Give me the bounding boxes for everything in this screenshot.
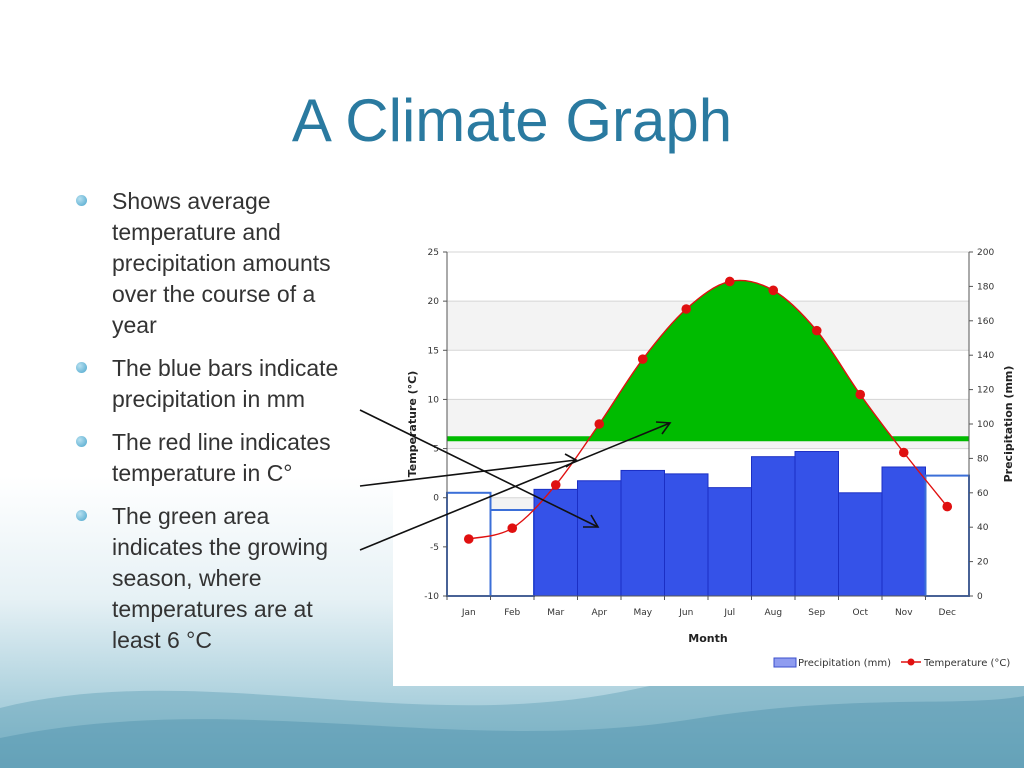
temperature-point: [898, 447, 909, 458]
legend-temperature-label: Temperature (°C): [923, 658, 1010, 669]
precipitation-bar: [577, 480, 622, 597]
temperature-point: [463, 534, 474, 544]
left-tick-label: -5: [430, 543, 439, 553]
bullet-text: Shows average temperature and precipitat…: [112, 188, 331, 338]
right-tick-label: 20: [977, 558, 989, 568]
left-tick-label: 15: [428, 346, 439, 356]
temperature-point: [594, 419, 605, 429]
x-tick-label: Jan: [461, 608, 476, 618]
legend-precipitation-label: Precipitation (mm): [798, 658, 891, 669]
temperature-point: [681, 304, 692, 314]
x-tick-label: Dec: [939, 608, 956, 618]
bullet-list: Shows average temperature and precipitat…: [76, 186, 366, 668]
slide-title: A Climate Graph: [291, 87, 733, 154]
legend-precipitation-swatch: [773, 657, 797, 668]
left-tick-label: 5: [433, 445, 439, 455]
temperature-point: [811, 325, 822, 336]
precipitation-bar: [620, 469, 665, 597]
x-tick-label: Aug: [764, 608, 782, 618]
climate-chart-svg: 2520151050-5-102001801601401201008060402…: [406, 248, 1015, 669]
legend-temperature-marker: [907, 658, 915, 666]
precipitation-bar: [664, 473, 709, 597]
chart-legend: Precipitation (mm) Temperature (°C): [773, 657, 1010, 669]
x-tick-label: Sep: [808, 608, 825, 618]
x-tick-label: Jul: [723, 608, 735, 618]
x-axis-label: Month: [688, 632, 727, 645]
bullet-text: The green area indicates the growing sea…: [112, 503, 329, 653]
precipitation-bar: [881, 466, 926, 597]
bullet-text: The red line indicates temperature in C°: [112, 429, 331, 486]
bullet-item: The green area indicates the growing sea…: [76, 501, 366, 656]
right-tick-label: 120: [977, 386, 994, 396]
precipitation-bar: [924, 474, 970, 598]
y-axis-left-label: Temperature (°C): [406, 371, 419, 478]
temperature-point: [550, 480, 561, 490]
bullet-dot-icon: [76, 195, 87, 206]
right-tick-label: 180: [977, 282, 994, 292]
temperature-point: [768, 285, 779, 296]
temperature-point: [637, 354, 648, 364]
right-tick-label: 60: [977, 489, 989, 499]
y-axis-right-label: Precipitation (mm): [1002, 366, 1015, 483]
bullet-item: Shows average temperature and precipitat…: [76, 186, 366, 341]
bullet-item: The red line indicates temperature in C°: [76, 427, 366, 489]
bullet-text: The blue bars indicate precipitation in …: [112, 355, 339, 412]
temperature-point: [942, 501, 953, 512]
x-tick-label: Feb: [504, 608, 520, 618]
precipitation-bar: [446, 491, 492, 597]
x-tick-label: May: [633, 608, 652, 618]
precipitation-bar: [489, 509, 535, 597]
precipitation-bar: [707, 487, 752, 597]
x-tick-label: Nov: [895, 608, 913, 618]
right-tick-label: 80: [977, 454, 989, 464]
right-tick-label: 160: [977, 317, 994, 327]
right-tick-label: 40: [977, 523, 989, 533]
temperature-point: [507, 523, 518, 533]
growing-season-fill: [589, 280, 894, 439]
left-tick-label: 20: [428, 297, 440, 307]
bullet-dot-icon: [76, 436, 87, 447]
left-tick-label: 25: [428, 248, 439, 258]
temperature-point: [855, 389, 866, 400]
x-tick-label: Oct: [852, 608, 868, 618]
right-tick-label: 140: [977, 351, 994, 361]
x-tick-label: Apr: [591, 608, 607, 618]
bullet-dot-icon: [76, 510, 87, 521]
left-tick-label: 0: [433, 494, 439, 504]
chart-axes: 2520151050-5-102001801601401201008060402…: [406, 248, 1015, 645]
left-tick-label: -10: [424, 592, 439, 602]
precipitation-bar: [838, 492, 883, 597]
precipitation-bar: [751, 456, 796, 597]
bullet-dot-icon: [76, 362, 87, 373]
right-tick-label: 0: [977, 592, 983, 602]
bullet-item: The blue bars indicate precipitation in …: [76, 353, 366, 415]
temperature-point: [724, 276, 735, 287]
right-tick-label: 100: [977, 420, 994, 430]
precipitation-bar: [533, 488, 578, 597]
x-tick-label: Mar: [547, 608, 564, 618]
right-tick-label: 200: [977, 248, 994, 258]
precipitation-bar: [794, 451, 839, 597]
climate-chart: 25 20 15 10 5 0 -5 -10 200 180 160 140 120 100 80 60 40 2…: [393, 224, 1024, 686]
left-tick-label: 10: [428, 395, 440, 405]
x-tick-label: Jun: [678, 608, 693, 618]
